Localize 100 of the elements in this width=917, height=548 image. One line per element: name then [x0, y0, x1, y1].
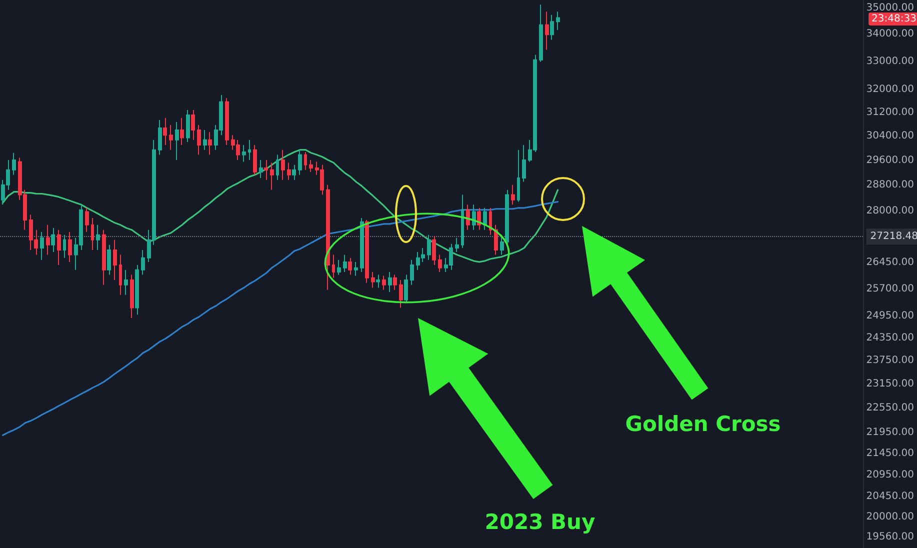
- candlestick: [354, 261, 358, 276]
- candlestick: [264, 159, 268, 180]
- y-tick-label: 29600.00: [866, 154, 914, 166]
- candlestick: [63, 234, 66, 258]
- y-tick-label: 19560.00: [866, 532, 914, 543]
- candlestick: [522, 144, 526, 182]
- candlestick: [365, 219, 369, 284]
- candlestick: [130, 274, 134, 318]
- ref-line-label: 27218.48: [870, 231, 917, 242]
- candlestick: [141, 250, 145, 276]
- y-tick-label: 34000.00: [866, 28, 914, 40]
- candlestick: [91, 217, 94, 250]
- candlestick: [304, 151, 307, 170]
- y-tick-label: 26450.00: [866, 257, 914, 268]
- y-tick-label: 32000.00: [866, 84, 914, 95]
- y-tick-label: 22550.00: [866, 402, 914, 414]
- y-tick-label: 23150.00: [866, 378, 914, 390]
- y-tick-label: 35000.00: [866, 2, 914, 14]
- line-series: [2, 200, 559, 436]
- candlestick: [259, 159, 263, 178]
- candlestick: [371, 271, 375, 288]
- candlestick: [404, 274, 408, 303]
- candlestick: [461, 194, 464, 248]
- candlestick: [505, 189, 509, 246]
- candlestick: [337, 259, 341, 276]
- candlestick: [107, 244, 111, 276]
- candlestick: [57, 229, 61, 266]
- candlestick: [360, 217, 364, 272]
- candlestick: [225, 98, 229, 146]
- y-tick-label: 30400.00: [866, 130, 914, 142]
- candlestick: [102, 229, 106, 286]
- candlestick: [489, 207, 492, 236]
- candlestick: [309, 159, 313, 173]
- candlestick: [281, 149, 285, 180]
- y-tick-label: 20950.00: [866, 469, 914, 480]
- candlestick: [455, 237, 459, 253]
- candlestick: [158, 119, 162, 156]
- candlestick: [276, 154, 279, 180]
- candlestick: [388, 271, 392, 293]
- candlestick: [432, 235, 436, 266]
- candlestick: [511, 184, 515, 206]
- candlestick: [466, 204, 470, 230]
- candlestick: [393, 274, 397, 290]
- candlestick: [438, 254, 442, 272]
- y-tick-label: 24350.00: [866, 332, 914, 344]
- candlestick: [186, 110, 190, 142]
- candlestick: [399, 280, 403, 308]
- candlestick: [298, 149, 302, 176]
- candlestick: [85, 207, 89, 232]
- candlestick: [12, 152, 16, 176]
- candlestick: [96, 224, 100, 250]
- y-tick-label: 21450.00: [866, 448, 914, 459]
- text: 23:48:33: [868, 12, 917, 26]
- candlestick: [169, 124, 173, 150]
- candlestick: [175, 122, 179, 160]
- candlestick: [410, 259, 414, 286]
- y-tick-label: 23750.00: [866, 355, 914, 366]
- line-series: [2, 149, 559, 263]
- y-tick-label: 20000.00: [866, 511, 914, 522]
- candlestick: [208, 132, 212, 156]
- candlestick: [517, 149, 520, 202]
- candlestick: [539, 4, 543, 62]
- candlestick: [545, 11, 549, 50]
- candlestick: [556, 11, 560, 30]
- candlestick: [242, 144, 246, 162]
- candlestick: [348, 257, 352, 276]
- candlestick: [51, 227, 55, 253]
- candlestick: [191, 110, 195, 140]
- y-tick-label: 24950.00: [866, 310, 914, 322]
- candlestick: [135, 264, 139, 316]
- candlestick: [494, 224, 498, 256]
- candlestick: [197, 124, 201, 156]
- candlestick: [343, 254, 347, 272]
- text: Golden Cross: [625, 412, 781, 436]
- candlestick: [382, 275, 386, 290]
- y-tick-label: 31200.00: [866, 106, 914, 118]
- candlestick: [180, 117, 184, 146]
- y-tick-label: 25700.00: [866, 283, 914, 294]
- y-tick-label: 28800.00: [866, 180, 914, 191]
- candlestick: [163, 117, 167, 146]
- candlestick: [427, 234, 431, 260]
- y-tick-label: 21950.00: [866, 426, 914, 438]
- candlestick: [248, 139, 251, 160]
- candlestick: [68, 231, 72, 262]
- candlestick: [124, 269, 128, 296]
- candlestick: [332, 254, 335, 278]
- candlestick: [40, 231, 44, 260]
- candlestick: [270, 162, 274, 190]
- candlestick: [292, 164, 296, 180]
- annotation: 2023 Buy: [484, 510, 596, 534]
- candlestick: [376, 274, 380, 288]
- candlestick: [550, 14, 554, 40]
- candlestick: [287, 162, 291, 180]
- y-tick-label: 28000.00: [866, 205, 914, 216]
- candlestick: [113, 239, 117, 281]
- y-tick-label: 33000.00: [866, 56, 914, 67]
- y-tick-label: 20450.00: [866, 491, 914, 502]
- candlestick: [326, 184, 330, 290]
- candlestick: [253, 144, 257, 176]
- candlestick: [119, 254, 122, 296]
